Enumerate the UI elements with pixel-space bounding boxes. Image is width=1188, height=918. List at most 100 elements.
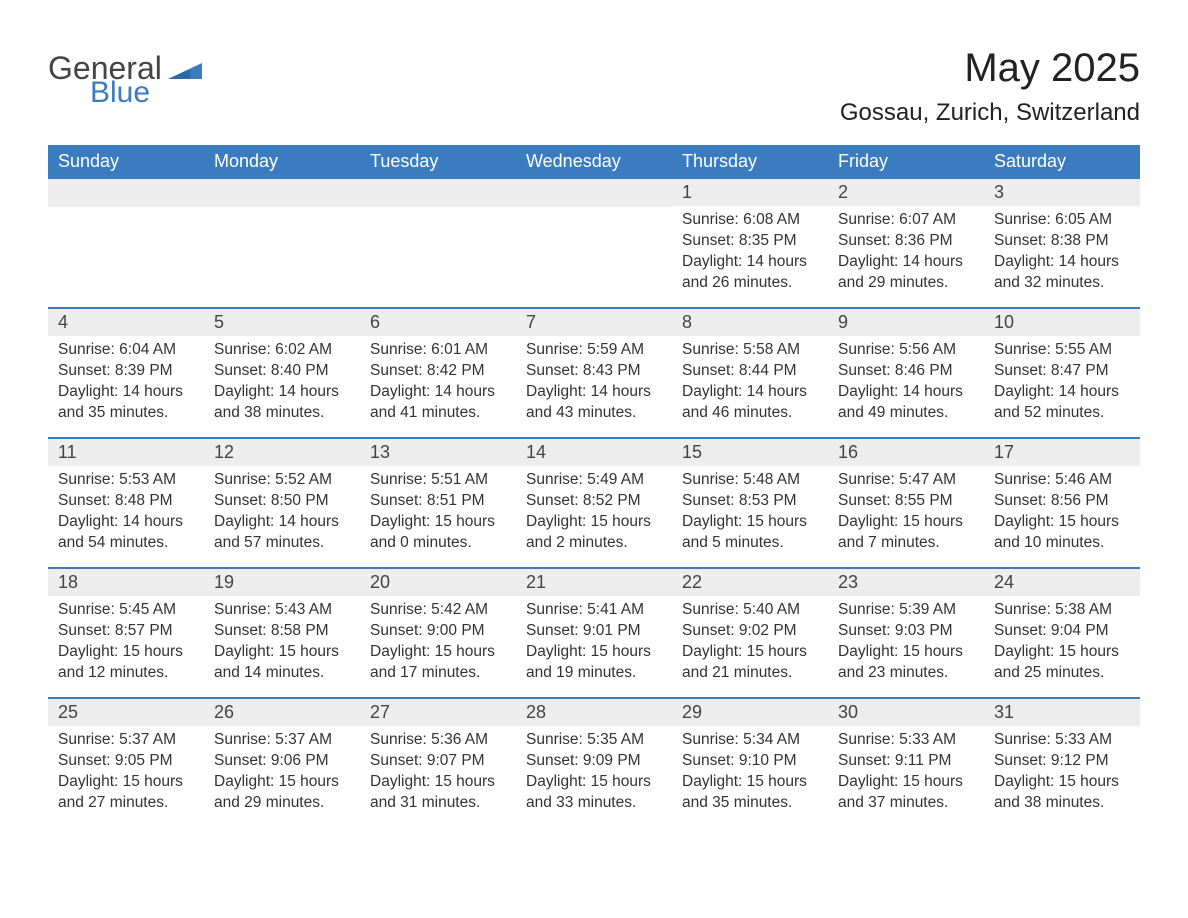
daylight-line-1: Daylight: 15 hours	[370, 772, 506, 793]
day-details: Sunrise: 5:51 AMSunset: 8:51 PMDaylight:…	[360, 466, 516, 562]
day-cell: 29Sunrise: 5:34 AMSunset: 9:10 PMDayligh…	[672, 699, 828, 827]
day-number: 14	[516, 439, 672, 466]
sunset-line: Sunset: 9:07 PM	[370, 751, 506, 772]
day-details: Sunrise: 5:37 AMSunset: 9:05 PMDaylight:…	[48, 726, 204, 822]
daylight-line-1: Daylight: 14 hours	[58, 382, 194, 403]
daylight-line-2: and 5 minutes.	[682, 533, 818, 554]
day-number: 18	[48, 569, 204, 596]
sunrise-line: Sunrise: 5:59 AM	[526, 340, 662, 361]
sunset-line: Sunset: 9:04 PM	[994, 621, 1130, 642]
day-number: 4	[48, 309, 204, 336]
weekday-header: Tuesday	[360, 145, 516, 179]
weeks-container: 1Sunrise: 6:08 AMSunset: 8:35 PMDaylight…	[48, 179, 1140, 827]
day-cell: 11Sunrise: 5:53 AMSunset: 8:48 PMDayligh…	[48, 439, 204, 567]
logo-triangle-icon	[168, 63, 202, 79]
day-cell: 21Sunrise: 5:41 AMSunset: 9:01 PMDayligh…	[516, 569, 672, 697]
daylight-line-2: and 43 minutes.	[526, 403, 662, 424]
sunset-line: Sunset: 8:48 PM	[58, 491, 194, 512]
daylight-line-2: and 21 minutes.	[682, 663, 818, 684]
daylight-line-2: and 49 minutes.	[838, 403, 974, 424]
day-number: 24	[984, 569, 1140, 596]
day-number: 28	[516, 699, 672, 726]
sunrise-line: Sunrise: 5:40 AM	[682, 600, 818, 621]
sunset-line: Sunset: 8:36 PM	[838, 231, 974, 252]
sunset-line: Sunset: 8:43 PM	[526, 361, 662, 382]
day-details: Sunrise: 5:38 AMSunset: 9:04 PMDaylight:…	[984, 596, 1140, 692]
sunset-line: Sunset: 8:52 PM	[526, 491, 662, 512]
sunrise-line: Sunrise: 5:33 AM	[838, 730, 974, 751]
day-number: 3	[984, 179, 1140, 206]
day-details: Sunrise: 5:53 AMSunset: 8:48 PMDaylight:…	[48, 466, 204, 562]
daylight-line-1: Daylight: 14 hours	[682, 252, 818, 273]
day-cell: 17Sunrise: 5:46 AMSunset: 8:56 PMDayligh…	[984, 439, 1140, 567]
daylight-line-2: and 26 minutes.	[682, 273, 818, 294]
day-number: 5	[204, 309, 360, 336]
day-number	[516, 179, 672, 207]
day-cell: 7Sunrise: 5:59 AMSunset: 8:43 PMDaylight…	[516, 309, 672, 437]
day-details: Sunrise: 5:33 AMSunset: 9:11 PMDaylight:…	[828, 726, 984, 822]
day-number: 9	[828, 309, 984, 336]
sunset-line: Sunset: 8:55 PM	[838, 491, 974, 512]
day-cell: 25Sunrise: 5:37 AMSunset: 9:05 PMDayligh…	[48, 699, 204, 827]
daylight-line-1: Daylight: 15 hours	[526, 512, 662, 533]
day-details: Sunrise: 5:42 AMSunset: 9:00 PMDaylight:…	[360, 596, 516, 692]
day-cell: 3Sunrise: 6:05 AMSunset: 8:38 PMDaylight…	[984, 179, 1140, 307]
day-number: 6	[360, 309, 516, 336]
daylight-line-2: and 0 minutes.	[370, 533, 506, 554]
day-cell: 4Sunrise: 6:04 AMSunset: 8:39 PMDaylight…	[48, 309, 204, 437]
sunrise-line: Sunrise: 5:38 AM	[994, 600, 1130, 621]
day-cell: 19Sunrise: 5:43 AMSunset: 8:58 PMDayligh…	[204, 569, 360, 697]
sunrise-line: Sunrise: 5:43 AM	[214, 600, 350, 621]
daylight-line-1: Daylight: 15 hours	[994, 772, 1130, 793]
daylight-line-2: and 33 minutes.	[526, 793, 662, 814]
weekday-header: Wednesday	[516, 145, 672, 179]
sunset-line: Sunset: 8:50 PM	[214, 491, 350, 512]
day-cell: 5 Sunrise: 6:02 AMSunset: 8:40 PMDaylight…	[204, 309, 360, 437]
week-row: 4Sunrise: 6:04 AMSunset: 8:39 PMDaylight…	[48, 307, 1140, 437]
sunrise-line: Sunrise: 5:37 AM	[214, 730, 350, 751]
daylight-line-2: and 35 minutes.	[58, 403, 194, 424]
sunrise-line: Sunrise: 5:45 AM	[58, 600, 194, 621]
weekday-header: Friday	[828, 145, 984, 179]
sunset-line: Sunset: 9:12 PM	[994, 751, 1130, 772]
week-row: 18Sunrise: 5:45 AMSunset: 8:57 PMDayligh…	[48, 567, 1140, 697]
day-number: 2	[828, 179, 984, 206]
sunrise-line: Sunrise: 6:02 AM	[214, 340, 350, 361]
sunset-line: Sunset: 8:56 PM	[994, 491, 1130, 512]
day-number: 12	[204, 439, 360, 466]
day-cell: 6Sunrise: 6:01 AMSunset: 8:42 PMDaylight…	[360, 309, 516, 437]
daylight-line-2: and 2 minutes.	[526, 533, 662, 554]
daylight-line-1: Daylight: 14 hours	[58, 512, 194, 533]
sunrise-line: Sunrise: 5:37 AM	[58, 730, 194, 751]
day-details: Sunrise: 5:46 AMSunset: 8:56 PMDaylight:…	[984, 466, 1140, 562]
daylight-line-1: Daylight: 14 hours	[214, 382, 350, 403]
logo-blue: Blue	[90, 78, 202, 108]
daylight-line-1: Daylight: 15 hours	[58, 642, 194, 663]
day-number: 27	[360, 699, 516, 726]
daylight-line-2: and 57 minutes.	[214, 533, 350, 554]
sunrise-line: Sunrise: 5:39 AM	[838, 600, 974, 621]
day-details: Sunrise: 5:56 AMSunset: 8:46 PMDaylight:…	[828, 336, 984, 432]
day-number: 31	[984, 699, 1140, 726]
sunrise-line: Sunrise: 5:42 AM	[370, 600, 506, 621]
day-cell: 22Sunrise: 5:40 AMSunset: 9:02 PMDayligh…	[672, 569, 828, 697]
sunset-line: Sunset: 8:40 PM	[214, 361, 350, 382]
day-cell: 26Sunrise: 5:37 AMSunset: 9:06 PMDayligh…	[204, 699, 360, 827]
day-details: Sunrise: 5:59 AMSunset: 8:43 PMDaylight:…	[516, 336, 672, 432]
sunrise-line: Sunrise: 5:33 AM	[994, 730, 1130, 751]
daylight-line-1: Daylight: 14 hours	[214, 512, 350, 533]
daylight-line-2: and 31 minutes.	[370, 793, 506, 814]
sunrise-line: Sunrise: 5:49 AM	[526, 470, 662, 491]
day-number	[48, 179, 204, 207]
sunset-line: Sunset: 8:39 PM	[58, 361, 194, 382]
sunrise-line: Sunrise: 5:52 AM	[214, 470, 350, 491]
sunset-line: Sunset: 9:01 PM	[526, 621, 662, 642]
sunset-line: Sunset: 9:02 PM	[682, 621, 818, 642]
day-number: 26	[204, 699, 360, 726]
daylight-line-1: Daylight: 15 hours	[994, 512, 1130, 533]
daylight-line-2: and 7 minutes.	[838, 533, 974, 554]
daylight-line-2: and 14 minutes.	[214, 663, 350, 684]
sunset-line: Sunset: 9:09 PM	[526, 751, 662, 772]
daylight-line-1: Daylight: 15 hours	[838, 512, 974, 533]
sunset-line: Sunset: 8:35 PM	[682, 231, 818, 252]
